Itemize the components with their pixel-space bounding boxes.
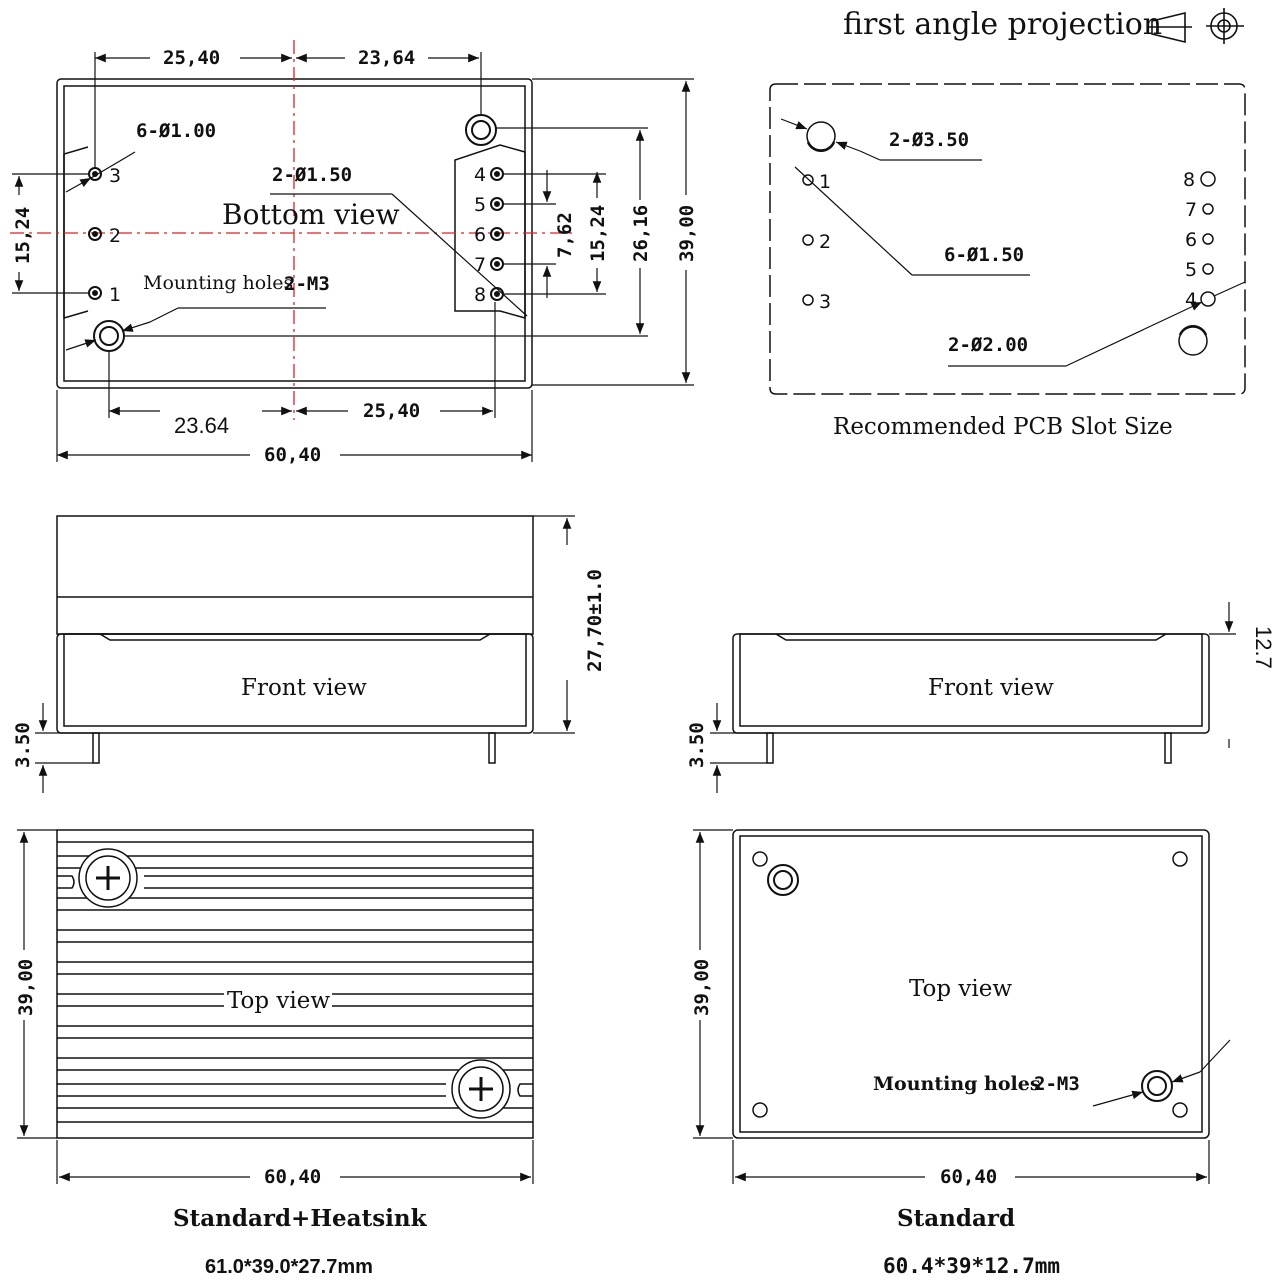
heatsink-fins [56,829,534,1139]
top-standard-mounting: 2-M3 [1034,1073,1080,1095]
pin-label-8: 8 [474,284,486,306]
front-standard-title: Front view [928,675,1054,701]
top-heatsink-dims [17,829,534,1184]
pin-label-1: 1 [109,284,121,306]
bottom-view-title: Bottom view [222,198,400,231]
pcb-pin-2: 2 [819,231,831,253]
size-standard-heatsink: 61.0*39.0*27.7mm [205,1256,373,1278]
front-standard-height: 12.7 [1251,626,1276,669]
pcb-pin-5: 5 [1185,259,1197,281]
front-standard-dims [710,602,1236,793]
heatsink-body [56,515,534,764]
standard-body [732,633,1210,764]
pcb-leaders [780,118,1246,367]
pin-label-4: 4 [474,164,486,186]
pin-label-3: 3 [109,165,121,187]
bottom-view: 3 2 1 4 5 6 7 8 [10,40,698,466]
heatsink-screw-icon [78,848,511,1119]
top-view-heatsink: Top view 39,00 60,40 Standard+Heatsink 6… [15,829,534,1278]
pcb-outline [769,83,1246,395]
pcb-pin-8: 8 [1183,169,1195,191]
dim-pin-span-right: 15,24 [587,205,609,262]
bottom-view-dimension-lines [12,52,694,462]
front-heatsink-title: Front view [241,675,367,701]
top-standard-dims [693,829,1231,1184]
top-heatsink-label-bg [224,984,332,1012]
dim-overall-height: 39,00 [676,205,698,262]
callout-center-holes: 2-Ø1.50 [272,164,352,186]
top-standard-width: 60,40 [940,1166,997,1188]
top-heatsink-height: 39,00 [15,959,37,1016]
dim-pin-pitch: 7,62 [554,212,576,258]
first-angle-projection-icon [1148,8,1244,44]
dim-top-left: 25,40 [163,47,220,69]
pcb-callout-large-hole: 2-Ø3.50 [889,129,969,151]
pcb-callout-pin-hole: 6-Ø1.50 [944,244,1024,266]
dim-overall-width: 60,40 [264,444,321,466]
projection-label: first angle projection [843,7,1162,42]
front-heatsink-height: 27,70±1.0 [584,569,606,672]
callout-mounting: 2-M3 [284,273,330,295]
front-view-standard: 12.7 3.50 Front view [686,602,1276,793]
top-standard-mounting-label: Mounting holes [873,1073,1041,1095]
dim-bottom-left: 23.64 [174,413,229,438]
pcb-pin-7: 7 [1185,199,1197,221]
bottom-view-dimension-text: 25,40 23,64 23.64 25,40 60,40 39,00 26,1… [12,47,698,466]
mounting-holes-label: Mounting holes [143,272,293,294]
pcb-pin-6: 6 [1185,229,1197,251]
caption-standard: Standard [897,1205,1015,1232]
dim-top-right: 23,64 [358,47,415,69]
front-heatsink-pin-length: 3.50 [12,722,34,768]
dim-pin-span-left: 15,24 [12,207,34,264]
front-view-heatsink: 27,70±1.0 3.50 Front view [12,515,606,793]
top-heatsink-width: 60,40 [264,1166,321,1188]
top-heatsink-title: Top view [227,988,330,1014]
dim-bottom-right: 25,40 [363,400,420,422]
pcb-callout-mount-hole: 2-Ø2.00 [948,334,1028,356]
caption-standard-heatsink: Standard+Heatsink [173,1205,428,1232]
projection-header: first angle projection [843,7,1244,44]
standard-top-body [732,829,1210,1139]
pin-label-2: 2 [109,225,121,247]
pin-label-5: 5 [474,194,486,216]
top-view-standard: Top view Mounting holes 2-M3 39,00 60,40… [691,829,1231,1278]
pin-label-6: 6 [474,224,486,246]
size-standard: 60.4*39*12.7mm [883,1254,1060,1278]
top-standard-title: Top view [909,976,1012,1002]
pcb-pin-1: 1 [819,171,831,193]
pcb-slot-view: 1 2 3 8 7 6 5 4 2-Ø3.50 6-Ø1.50 2-Ø2.00 … [769,83,1246,440]
front-standard-pin-length: 3.50 [686,722,708,768]
pcb-holes [802,121,1216,356]
pcb-caption: Recommended PCB Slot Size [833,414,1173,440]
pin-label-7: 7 [474,254,486,276]
callout-pin-holes: 6-Ø1.00 [136,120,216,142]
front-heatsink-dims [35,515,575,793]
top-standard-height: 39,00 [691,959,713,1016]
dim-hole-span: 26,16 [630,205,652,262]
pcb-pin-3: 3 [819,291,831,313]
